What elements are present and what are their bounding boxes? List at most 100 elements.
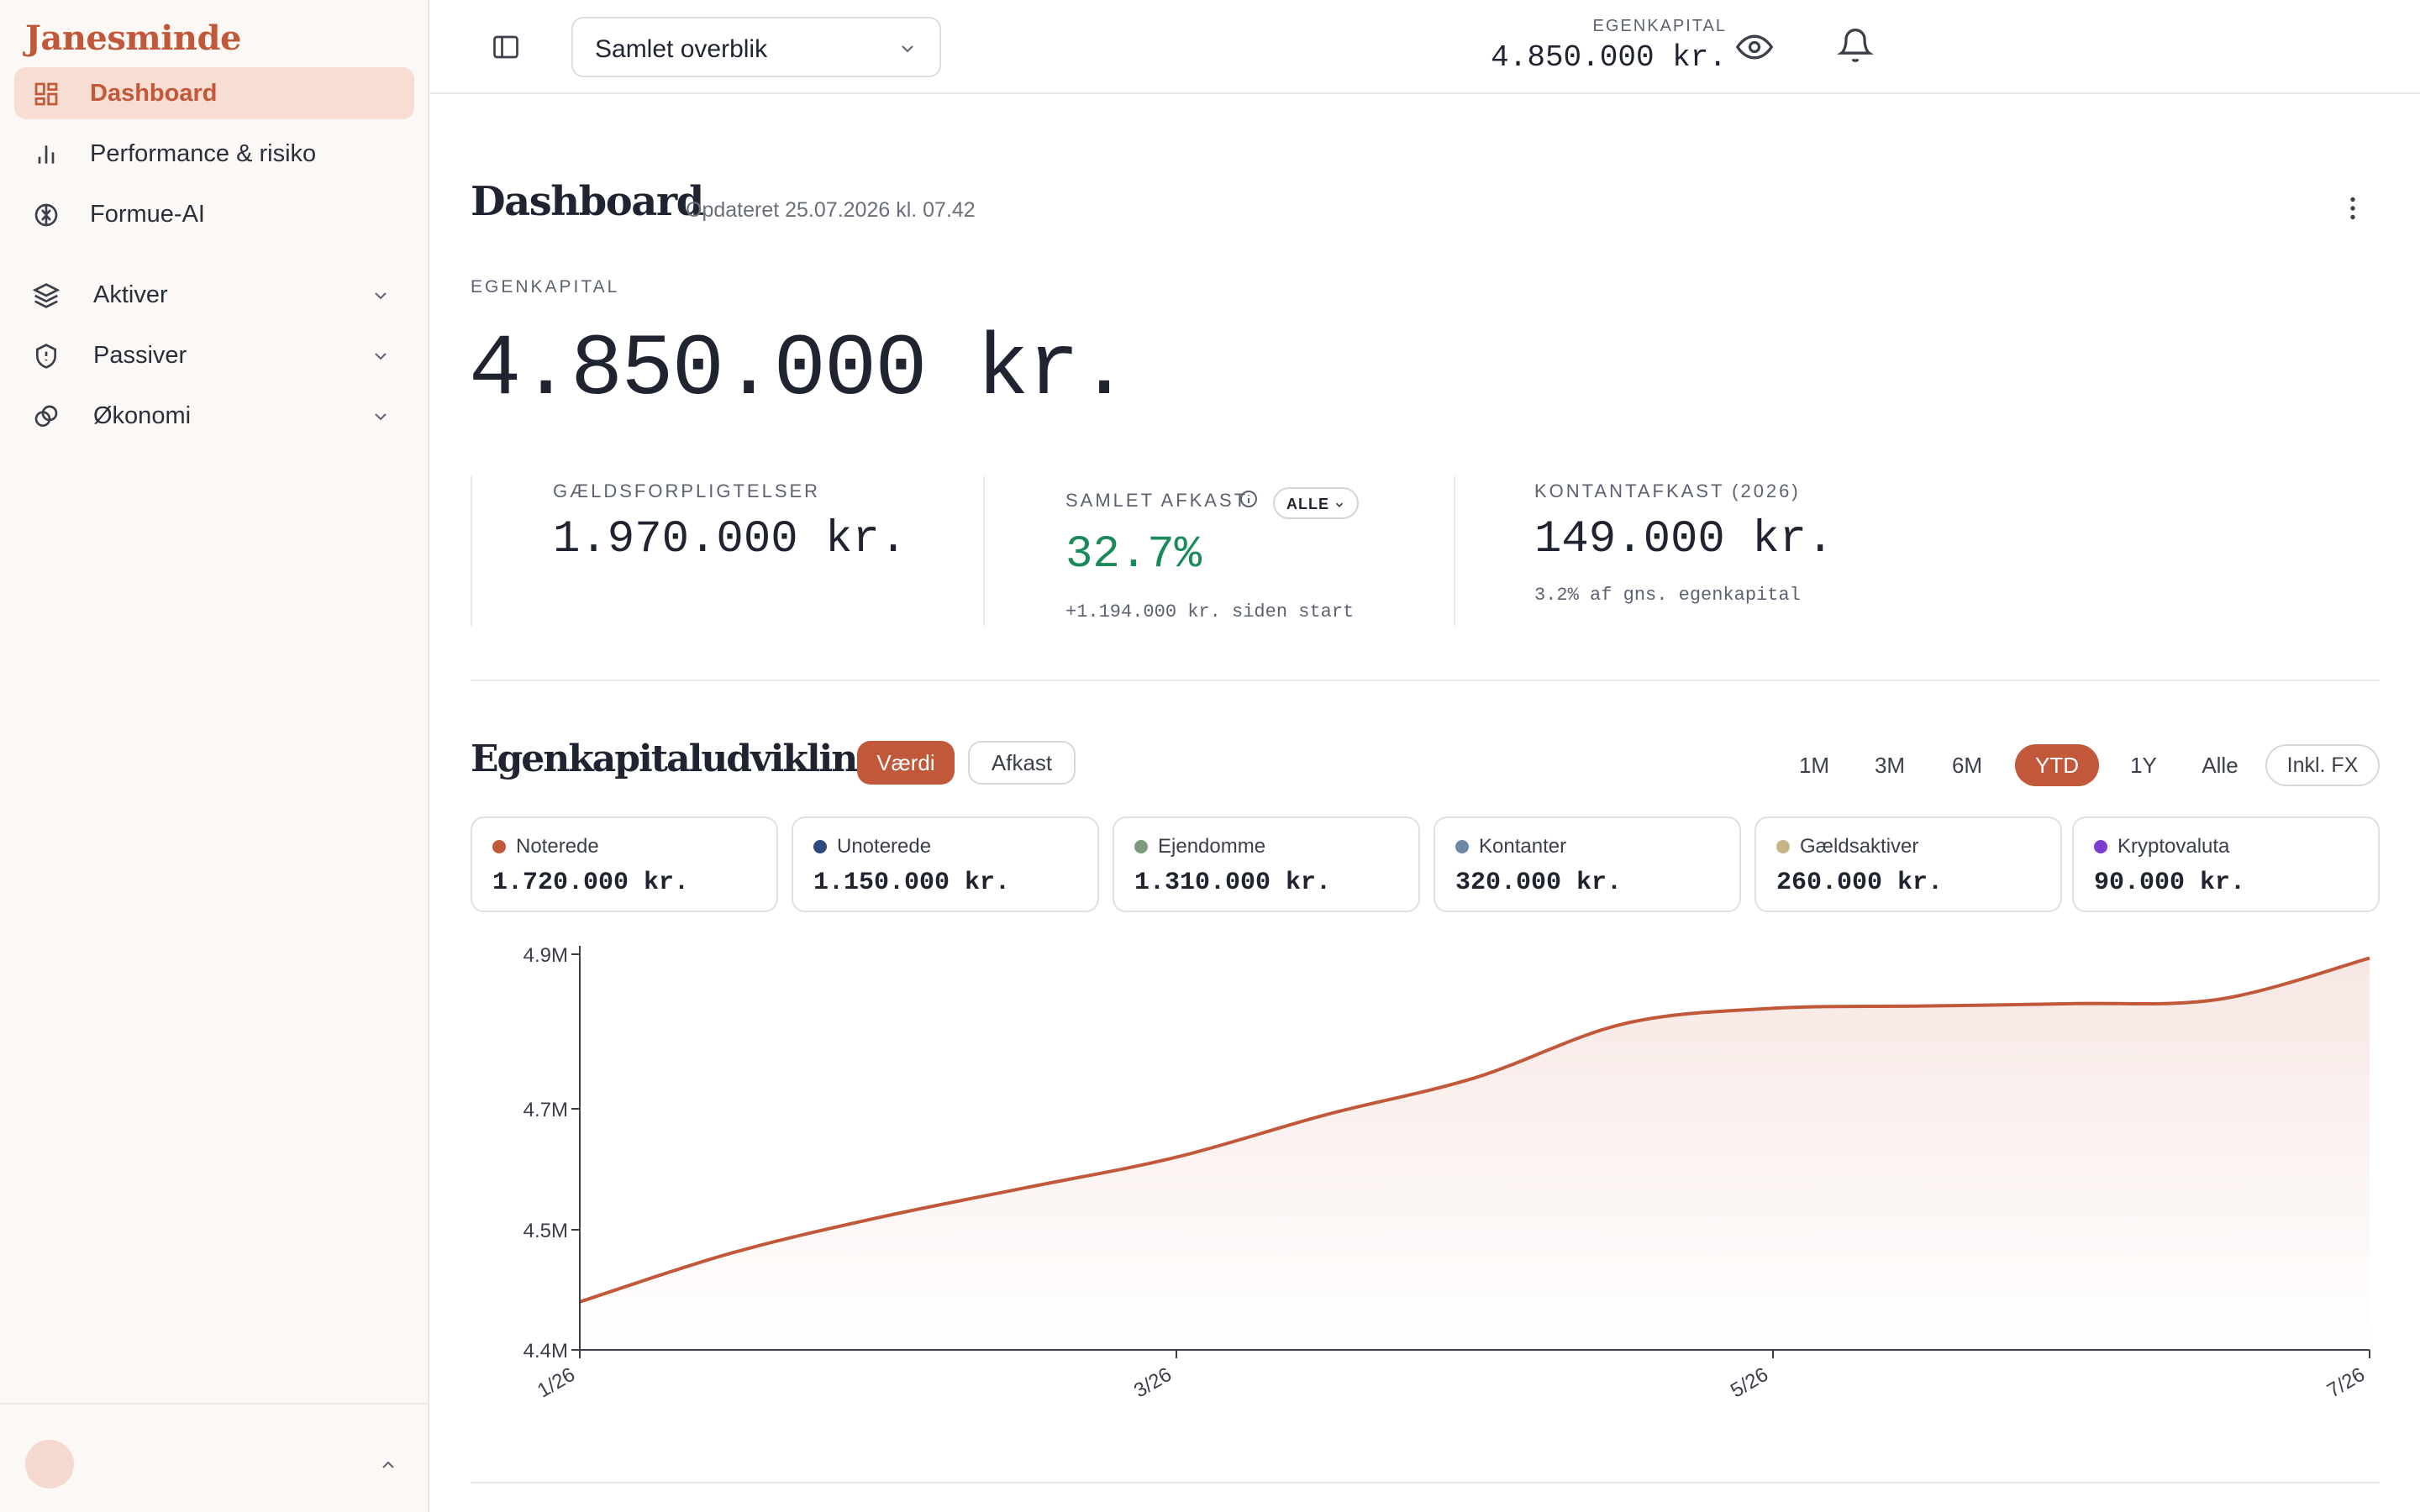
bar-chart-icon [38, 145, 55, 164]
asset-card-name: Kontanter [1479, 835, 1567, 858]
sidebar-group-passiver[interactable]: Passiver [14, 329, 414, 381]
range-3m-button[interactable]: 3M [1874, 752, 1906, 778]
chevron-down-icon [1335, 502, 1344, 507]
grid-icon [34, 82, 58, 106]
header-equity-value: 4.850.000 kr. [1491, 40, 1727, 75]
sidebar-group-label: Passiver [93, 341, 187, 369]
sidebar-group-okonomi[interactable]: Økonomi [14, 390, 414, 442]
sidebar-group-aktiver[interactable]: Aktiver [14, 269, 414, 321]
bell-icon[interactable] [1837, 27, 1874, 64]
sidebar-item-label: Dashboard [90, 79, 218, 107]
asset-card-value: 320.000 kr. [1455, 869, 1623, 897]
asset-card-unoterede[interactable]: Unoterede 1.150.000 kr. [792, 816, 1099, 912]
asset-card-value: 260.000 kr. [1776, 869, 1944, 897]
range-1m-button[interactable]: 1M [1798, 752, 1830, 778]
y-tick-label: 4.9M [523, 944, 568, 967]
cash-return-value: 149.000 kr. [1534, 514, 1834, 565]
stat-cash-return [1454, 476, 1924, 626]
cash-return-label: KONTANTAFKAST (2026) [1534, 480, 1801, 501]
liabilities-value: 1.970.000 kr. [553, 514, 908, 565]
range-1y-button[interactable]: 1Y [2130, 752, 2157, 778]
sidebar-toggle-icon[interactable] [491, 32, 521, 62]
asset-card-value: 1.310.000 kr. [1134, 869, 1332, 897]
series-area [580, 958, 2370, 1350]
return-sub: +1.194.000 kr. siden start [1065, 601, 1355, 622]
sidebar-group-label: Aktiver [93, 281, 168, 308]
y-tick-label: 4.5M [523, 1220, 568, 1242]
coins-icon [34, 405, 58, 427]
asset-card-kontanter[interactable]: Kontanter 320.000 kr. [1434, 816, 1741, 912]
sidebar: Janesminde Dashboard Performance & risik… [0, 0, 429, 1512]
stat-return [983, 476, 1454, 626]
view-select-value: Samlet overblik [595, 35, 768, 63]
asset-card-ejendomme[interactable]: Ejendomme 1.310.000 kr. [1113, 816, 1420, 912]
sidebar-item-dashboard[interactable]: Dashboard [14, 67, 414, 119]
sidebar-footer [0, 1403, 429, 1512]
asset-card-name: Noterede [516, 835, 599, 858]
legend-dot [1776, 840, 1790, 853]
liabilities-label: GÆLDSFORPLIGTELSER [553, 480, 821, 501]
range-ytd-button[interactable]: YTD [2015, 744, 2099, 786]
eye-icon[interactable] [1736, 29, 1773, 66]
sidebar-item-label: Formue-AI [90, 200, 205, 228]
fx-toggle-button[interactable]: Inkl. FX [2265, 744, 2380, 786]
x-tick-label: 3/26 [1130, 1363, 1176, 1403]
shield-icon [36, 344, 56, 369]
legend-dot [1455, 840, 1469, 853]
return-value: 32.7% [1065, 529, 1202, 580]
main-content: Dashboard Opdateret 25.07.2026 kl. 07.42… [430, 94, 2420, 1512]
return-filter-pill[interactable]: ALLE [1273, 487, 1359, 519]
sidebar-item-formue-ai[interactable]: Formue-AI [14, 188, 414, 240]
chevron-down-icon [902, 45, 913, 53]
top-header: Samlet overblik EGENKAPITAL 4.850.000 kr… [430, 0, 2420, 94]
asset-card-gaeldsaktiver[interactable]: Gældsaktiver 260.000 kr. [1754, 816, 2062, 912]
brain-icon [34, 203, 58, 227]
stat-liabilities [471, 476, 983, 626]
sidebar-item-label: Performance & risiko [90, 139, 317, 167]
x-tick-label: 1/26 [534, 1363, 579, 1403]
legend-dot [1134, 840, 1148, 853]
brand-logo[interactable]: Janesminde [25, 18, 241, 58]
more-vertical-icon[interactable] [2338, 193, 2368, 223]
chevron-down-icon [375, 292, 387, 300]
section-title: Egenkapitaludvikling [471, 738, 882, 780]
y-tick-label: 4.4M [523, 1340, 568, 1362]
asset-card-name: Gældsaktiver [1800, 835, 1919, 858]
equity-chart: 4.4M 4.5M 4.7M 4.9M 1/26 3/26 5/26 7/26 [523, 944, 2370, 1403]
cash-return-sub: 3.2% af gns. egenkapital [1534, 585, 1801, 606]
series-line [579, 956, 2370, 1304]
equity-label: EGENKAPITAL [471, 277, 620, 297]
legend-dot [492, 840, 506, 853]
asset-card-value: 90.000 kr. [2094, 869, 2246, 897]
chevron-down-icon [375, 353, 387, 360]
asset-card-value: 1.150.000 kr. [813, 869, 1011, 897]
layers-icon [33, 283, 60, 308]
asset-card-name: Ejendomme [1158, 835, 1266, 858]
range-6m-button[interactable]: 6M [1951, 752, 1983, 778]
chevron-up-icon[interactable] [378, 1455, 398, 1475]
equity-value: 4.850.000 kr. [469, 321, 1130, 420]
return-filter-label: ALLE [1286, 496, 1329, 512]
bottom-divider [471, 1482, 2380, 1483]
chevron-down-icon [375, 413, 387, 421]
sidebar-group-label: Økonomi [93, 402, 192, 429]
asset-card-noterede[interactable]: Noterede 1.720.000 kr. [471, 816, 778, 912]
legend-dot [813, 840, 827, 853]
legend-dot [2094, 840, 2107, 853]
toggle-value-button[interactable]: Værdi [857, 741, 955, 785]
view-select[interactable]: Samlet overblik [571, 17, 941, 77]
toggle-return-button[interactable]: Afkast [968, 741, 1076, 785]
x-tick-label: 5/26 [1727, 1363, 1772, 1403]
header-equity-label: EGENKAPITAL [1592, 17, 1727, 35]
range-all-button[interactable]: Alle [2202, 752, 2238, 778]
asset-card-kryptovaluta[interactable]: Kryptovaluta 90.000 kr. [2072, 816, 2380, 912]
sidebar-item-performance[interactable]: Performance & risiko [14, 128, 414, 180]
updated-timestamp: Opdateret 25.07.2026 kl. 07.42 [686, 198, 976, 222]
asset-card-name: Kryptovaluta [2118, 835, 2230, 858]
avatar[interactable] [25, 1440, 74, 1488]
return-label: SAMLET AFKAST [1065, 490, 1249, 511]
page-title: Dashboard [471, 178, 704, 225]
info-icon[interactable] [1239, 489, 1259, 509]
y-tick-label: 4.7M [523, 1099, 568, 1121]
section-divider [471, 680, 2380, 681]
